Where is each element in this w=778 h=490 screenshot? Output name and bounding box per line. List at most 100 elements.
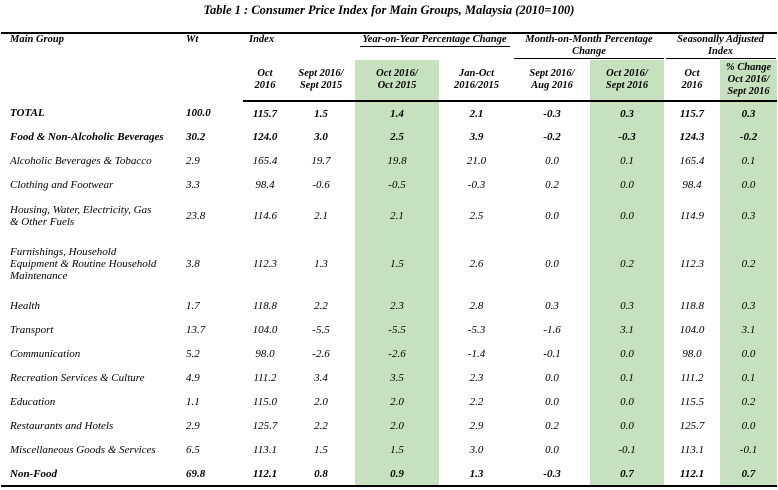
table-title: Table 1 : Consumer Price Index for Main …: [203, 3, 575, 17]
row-value-4: -5.3: [467, 324, 486, 336]
row-value-6: 0.0: [590, 173, 664, 197]
row-label: Food & Non-Alcoholic Beverages: [10, 131, 164, 143]
header-mom: Month-on-Month Percentage Change: [514, 34, 664, 59]
row-value-1: 114.6: [253, 209, 277, 222]
table-row: Health 1.7 118.8 2.2 2.3 2.8 0.3 0.3 118.8 0.3: [1, 294, 777, 318]
row-value-7: 98.0: [682, 348, 702, 360]
table-row: Food & Non-Alcoholic Beverages 30.2 124.0 3…: [1, 125, 777, 149]
table-row: Alcoholic Beverages & Tobacco 2.9 165.4 19.…: [1, 149, 777, 173]
table-row: Non-Food 69.8 112.1 0.8 0.9 1.3 -0.3 0.7 112.1 0.…: [1, 462, 777, 487]
row-value-2: -5.5: [312, 324, 330, 336]
row-label: Non-Food: [1, 462, 182, 487]
row-value-2: 19.7: [311, 155, 331, 167]
row-value-2: 3.4: [314, 372, 328, 384]
row-value-3: 2.0: [355, 390, 439, 414]
row-value-0: 5.2: [186, 348, 200, 360]
row-value-4: 3.9: [469, 131, 484, 143]
subheader-mom-oct: Oct 2016/Sept 2016: [590, 60, 664, 102]
row-value-3: 1.5: [355, 438, 439, 462]
row-value-4: 2.2: [469, 396, 484, 408]
row-value-0: 3.3: [186, 179, 200, 191]
cpi-table: Main Group Wt Index Year-on-Year Percent…: [1, 32, 777, 487]
row-value-4: 2.8: [469, 300, 484, 312]
row-value-0: 13.7: [186, 324, 206, 336]
row-value-2: 1.5: [314, 444, 328, 456]
row-value-1: 98.0: [255, 348, 275, 360]
table-row: Clothing and Footwear 3.3 98.4 -0.6 -0.5 -0.3…: [1, 173, 777, 197]
row-value-5: -1.6: [543, 324, 561, 336]
row-label: Education: [10, 396, 56, 408]
subheader-sa-oct: Oct 2016: [664, 60, 720, 102]
row-value-2: 1.3: [314, 258, 328, 270]
header-row-2: Oct 2016 Sept 2016/Sept 2015 Oct 2016/Oct…: [1, 60, 777, 102]
row-label: TOTAL: [10, 107, 45, 119]
row-value-5: -0.2: [543, 131, 561, 143]
row-value-8: 0.1: [720, 149, 777, 173]
row-value-2: 2.1: [314, 209, 328, 222]
header-main-group: Main Group: [1, 32, 182, 101]
row-value-4: -0.3: [467, 179, 486, 191]
row-value-3: 2.5: [355, 125, 439, 149]
row-value-0: 69.8: [182, 462, 243, 487]
row-value-6: 0.3: [590, 294, 664, 318]
header-row-1: Main Group Wt Index Year-on-Year Percent…: [1, 32, 777, 101]
table-body: TOTAL 100.0 115.7 1.5 1.4 2.1 -0.3 0.3 115.7 0.3 F…: [1, 101, 777, 487]
row-value-5: -0.1: [543, 348, 561, 360]
row-value-4: 21.0: [466, 155, 487, 167]
row-value-0: 4.9: [186, 372, 200, 384]
row-value-7: 125.7: [679, 420, 705, 432]
row-label: Restaurants and Hotels: [10, 420, 114, 432]
row-value-0: 23.8: [186, 209, 206, 222]
row-value-1: 125.7: [252, 420, 278, 432]
row-value-7: 112.1: [664, 462, 720, 487]
subheader-yoy-oct: Oct 2016/Oct 2015: [355, 60, 439, 102]
row-label: Recreation Services & Culture: [10, 372, 145, 384]
header-sa: Seasonally Adjusted Index: [665, 34, 776, 59]
row-value-6: -0.1: [590, 438, 664, 462]
row-value-4: 2.3: [469, 372, 484, 384]
row-value-0: 30.2: [186, 131, 206, 143]
row-value-3: 0.9: [355, 462, 439, 487]
row-value-7: 115.7: [679, 107, 705, 120]
row-value-7: 114.9: [680, 209, 704, 222]
row-value-0: 1.1: [186, 396, 200, 408]
row-value-3: 19.8: [355, 149, 439, 173]
row-label: Transport: [10, 324, 54, 336]
row-value-6: 0.7: [590, 462, 664, 487]
header-yoy: Year-on-Year Percentage Change: [359, 34, 510, 47]
row-value-1: 98.4: [255, 179, 275, 191]
row-value-2: 1.5: [314, 107, 328, 120]
row-value-8: 3.1: [720, 318, 777, 342]
row-value-6: -0.3: [590, 125, 664, 149]
row-value-3: 1.5: [355, 234, 439, 294]
table-row: Miscellaneous Goods & Services 6.5 113.1 1.…: [1, 438, 777, 462]
row-value-1: 118.8: [253, 300, 277, 312]
row-value-2: -0.6: [312, 179, 330, 191]
row-value-1: 113.1: [253, 444, 277, 456]
row-label: Furnishings, Household Equipment & Routi…: [10, 246, 157, 282]
row-label: Clothing and Footwear: [10, 179, 114, 191]
row-value-5: -0.3: [543, 107, 561, 120]
row-value-3: 2.0: [355, 414, 439, 438]
row-value-8: 0.0: [720, 342, 777, 366]
row-value-2: 3.0: [314, 131, 328, 143]
row-value-1: 165.4: [252, 155, 278, 167]
row-value-4: 1.3: [439, 462, 514, 487]
header-index: Index: [243, 32, 287, 60]
row-value-0: 6.5: [186, 444, 200, 456]
row-value-1: 104.0: [252, 324, 278, 336]
row-value-7: 111.2: [680, 372, 704, 384]
row-value-0: 3.8: [186, 258, 200, 270]
row-label: Health: [10, 300, 40, 312]
row-value-3: 2.1: [355, 197, 439, 234]
row-value-8: -0.2: [720, 125, 777, 149]
row-value-3: 1.4: [355, 101, 439, 125]
row-value-6: 3.1: [590, 318, 664, 342]
row-value-1: 112.3: [253, 258, 277, 270]
row-value-0: 100.0: [186, 107, 211, 119]
row-value-8: 0.0: [720, 173, 777, 197]
row-value-5: 0.0: [545, 444, 559, 456]
row-value-0: 2.9: [186, 420, 200, 432]
row-value-6: 0.3: [590, 101, 664, 125]
